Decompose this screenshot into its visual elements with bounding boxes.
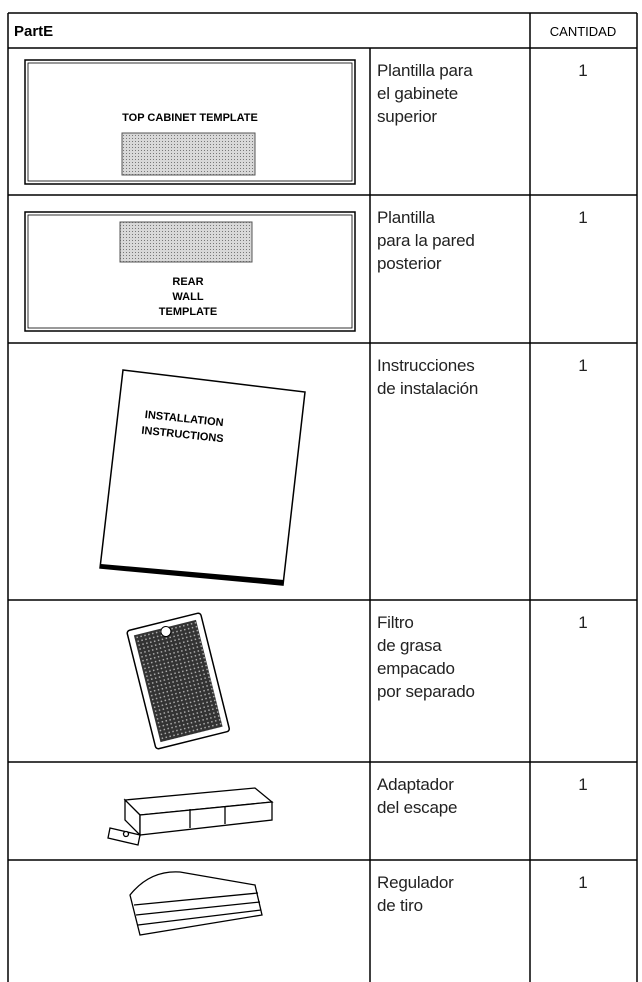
description-line: superior <box>377 107 437 126</box>
description-line: Instrucciones <box>377 356 475 375</box>
table-grid <box>7 12 638 982</box>
description-line: posterior <box>377 254 442 273</box>
description-line: el gabinete <box>377 84 458 103</box>
header-part: PartE <box>14 23 53 40</box>
description-line: de tiro <box>377 896 423 915</box>
exhaust-adapter <box>107 787 274 846</box>
description-line: por separado <box>377 682 475 701</box>
instructions-booklet: INSTALLATION INSTRUCTIONS <box>99 369 306 586</box>
quantity: 1 <box>578 208 587 227</box>
quantity: 1 <box>578 356 587 375</box>
damper <box>129 871 263 936</box>
quantity: 1 <box>578 613 587 632</box>
image-label: TOP CABINET TEMPLATE <box>122 112 258 124</box>
description-line: Filtro <box>377 613 414 632</box>
quantity: 1 <box>578 61 587 80</box>
description-line: de instalación <box>377 379 478 398</box>
description-line: para la pared <box>377 231 475 250</box>
grease-filter <box>126 612 230 750</box>
quantity: 1 <box>578 775 587 794</box>
image-label: WALL <box>172 291 203 303</box>
description-line: empacado <box>377 659 455 678</box>
description-line: Regulador <box>377 873 454 892</box>
description-line: Plantilla para <box>377 61 473 80</box>
description-line: Plantilla <box>377 208 435 227</box>
quantity: 1 <box>578 873 587 892</box>
description-line: de grasa <box>377 636 442 655</box>
top-cabinet-template: TOP CABINET TEMPLATE <box>24 59 356 185</box>
rear-wall-template: REAR WALL TEMPLATE <box>24 211 356 332</box>
description-line: del escape <box>377 798 457 817</box>
image-label: TEMPLATE <box>159 306 217 318</box>
image-label: REAR <box>172 276 203 288</box>
description-line: Adaptador <box>377 775 454 794</box>
header-quantity: CANTIDAD <box>550 24 616 39</box>
